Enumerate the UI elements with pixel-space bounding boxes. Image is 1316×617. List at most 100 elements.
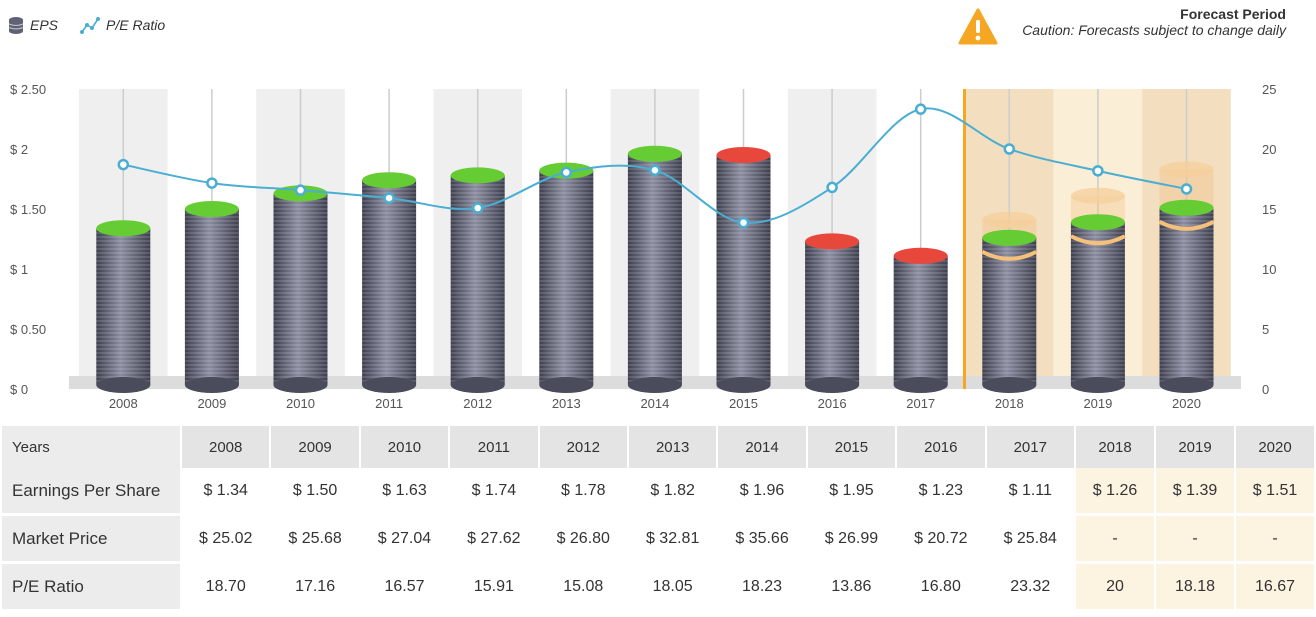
table-cell: -: [1076, 516, 1154, 564]
y-right-tick-label: 20: [1262, 142, 1276, 157]
y-right-tick-label: 0: [1262, 382, 1269, 397]
eps-bar-texture: [982, 237, 1037, 385]
table-row: Market Price $ 25.02 $ 25.68 $ 27.04 $ 27.62…: [2, 516, 1314, 564]
eps-bar-texture: [362, 180, 417, 385]
x-tick-label: 2008: [109, 396, 138, 411]
forecast-band: [1158, 220, 1215, 231]
table-cell: $ 25.84: [986, 516, 1074, 564]
y-right-tick-label: 15: [1262, 202, 1276, 217]
eps-bars: [96, 145, 1215, 393]
eps-bar-cap: [805, 233, 860, 250]
table-cell: 16.80: [897, 564, 985, 612]
table-cell: 16.57: [360, 564, 449, 612]
eps-pe-chart: $ 0 $ 0.50 $ 1 $ 1.50 $ 2 $ 2.50 0 5 10 15 20 25 200…: [10, 82, 1276, 411]
table-cell: 15.91: [450, 564, 538, 612]
eps-bar-cap: [450, 167, 505, 184]
table-cell: $ 25.02: [182, 516, 270, 564]
table-cell: $ 35.66: [718, 516, 806, 564]
table-year-header: 2016: [897, 426, 985, 468]
table-year-header: 2018: [1076, 426, 1154, 468]
eps-bar-base: [539, 377, 594, 393]
pe-point: [117, 158, 130, 171]
table-cell: $ 1.39: [1156, 468, 1234, 516]
x-tick-label: 2014: [640, 396, 669, 411]
table-cell: $ 26.80: [539, 516, 627, 564]
eps-bar-cap: [184, 201, 239, 217]
table-year-header: 2009: [271, 426, 359, 468]
eps-bar-texture: [1070, 222, 1125, 385]
table-row-label: Market Price: [2, 516, 180, 564]
pe-point: [826, 181, 838, 194]
table-cell: $ 1.34: [182, 468, 270, 516]
table-cell: $ 1.51: [1236, 468, 1314, 516]
eps-bar-cap: [1070, 214, 1125, 231]
forecast-ghost-cap: [1159, 161, 1214, 178]
table-cell: 17.16: [271, 564, 359, 612]
table-row-label: P/E Ratio: [2, 564, 180, 612]
y-left-tick-label: $ 2: [10, 142, 28, 157]
x-tick-label: 2010: [286, 396, 315, 411]
pe-point: [1092, 165, 1104, 177]
table-cell: $ 27.62: [450, 516, 538, 564]
pe-point: [1003, 143, 1016, 155]
table-cell: 18.70: [182, 564, 270, 612]
table-cell: $ 1.82: [628, 468, 717, 516]
table-row: P/E Ratio 18.70 17.16 16.57 15.91 15.08 18.05 1…: [2, 564, 1314, 612]
table-cell: 18.18: [1156, 564, 1234, 612]
x-tick-label: 2020: [1172, 396, 1201, 411]
y-right-tick-label: 5: [1262, 322, 1269, 337]
chart-legend: EPS P/E Ratio: [8, 16, 165, 34]
y-left-tick-label: $ 0.50: [10, 322, 46, 337]
table-cell: $ 27.04: [360, 516, 449, 564]
y-left-tick-label: $ 1.50: [10, 202, 46, 217]
x-tick-label: 2016: [818, 396, 847, 411]
eps-bar-texture: [893, 255, 948, 385]
table-cell: $ 32.81: [628, 516, 717, 564]
table-year-header: 2013: [628, 426, 717, 468]
eps-bar-base: [627, 377, 682, 393]
x-tick-label: 2009: [197, 396, 226, 411]
legend-pe[interactable]: P/E Ratio: [80, 16, 165, 34]
table-header-years: Years: [2, 426, 180, 468]
eps-bar-cap: [893, 247, 948, 264]
pe-point: [649, 164, 661, 176]
table-cell: -: [1236, 516, 1314, 564]
x-tick-label: 2017: [906, 396, 935, 411]
pe-point: [737, 216, 750, 229]
table-cell: $ 26.99: [807, 516, 896, 564]
table-row: Earnings Per Share $ 1.34 $ 1.50 $ 1.63 $ 1.…: [2, 468, 1314, 516]
forecast-band: [981, 250, 1038, 261]
table-year-header: 2010: [360, 426, 449, 468]
eps-bar-texture: [96, 228, 151, 385]
eps-bar-base: [893, 377, 948, 393]
pe-point: [560, 166, 573, 179]
eps-bar-cap: [362, 172, 417, 189]
x-tick-label: 2019: [1083, 396, 1112, 411]
table-cell: $ 1.74: [450, 468, 538, 516]
y-left-tick-label: $ 1: [10, 262, 28, 277]
eps-bar-texture: [805, 241, 860, 385]
pe-point: [1180, 183, 1193, 195]
table-cell: 18.05: [628, 564, 717, 612]
table-year-header: 2020: [1236, 426, 1314, 468]
table-cell: $ 1.78: [539, 468, 627, 516]
pe-point: [294, 184, 307, 196]
eps-bar-cap: [627, 145, 682, 162]
eps-bar-texture: [627, 153, 682, 385]
table-cell: 16.67: [1236, 564, 1314, 612]
forecast-band: [1069, 234, 1126, 246]
eps-bar-base: [1070, 377, 1125, 393]
pe-point: [914, 103, 927, 115]
table-year-header: 2014: [718, 426, 806, 468]
forecast-ghost-cap: [982, 211, 1037, 228]
table-year-header: 2017: [986, 426, 1074, 468]
table-year-header: 2019: [1156, 426, 1234, 468]
forecast-ghost-cap: [1070, 187, 1125, 204]
eps-bar-texture: [539, 170, 594, 385]
x-tick-label: 2018: [995, 396, 1024, 411]
legend-eps[interactable]: EPS: [8, 16, 58, 34]
table-cell: $ 20.72: [897, 516, 985, 564]
table-cell: $ 1.23: [897, 468, 985, 516]
coin-stack-icon: [8, 17, 24, 34]
eps-bar-cap: [716, 147, 771, 163]
